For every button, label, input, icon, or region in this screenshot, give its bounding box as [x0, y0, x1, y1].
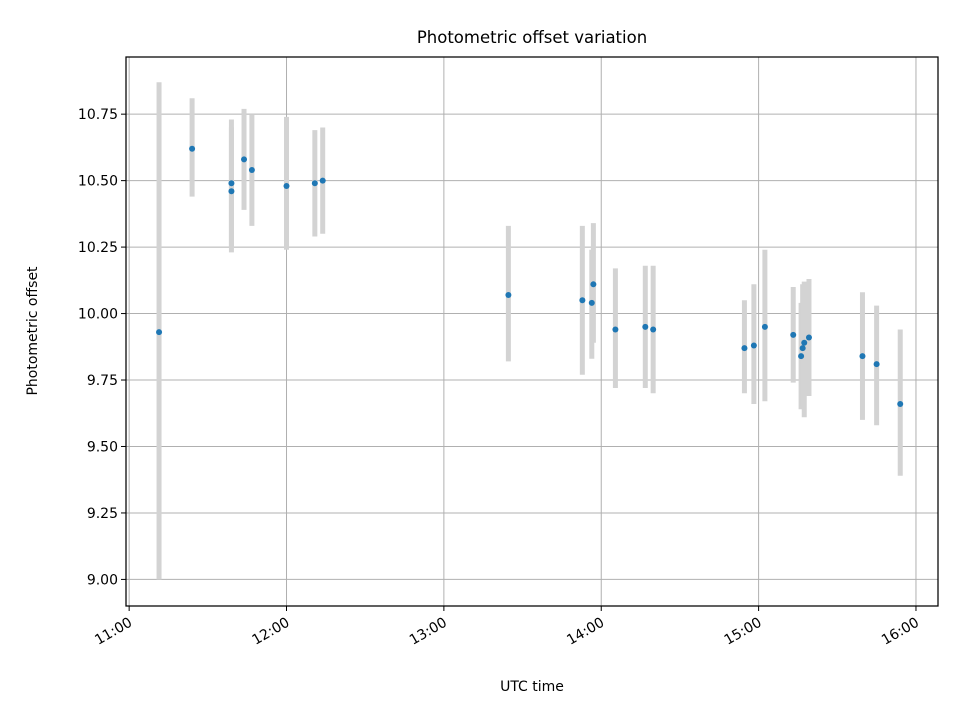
data-point [801, 339, 808, 346]
y-tick-label: 10.50 [78, 174, 118, 190]
data-point [283, 182, 290, 189]
data-point [799, 345, 806, 352]
data-point [228, 180, 235, 187]
data-point [761, 323, 768, 330]
y-tick-label: 10.25 [78, 240, 118, 256]
data-point [505, 291, 512, 298]
plot-frame [125, 56, 939, 607]
y-tick-label: 10.75 [78, 107, 118, 123]
data-point [650, 326, 657, 333]
data-point [805, 334, 812, 341]
data-point [228, 188, 235, 195]
y-tick-label: 9.25 [87, 506, 118, 522]
y-tick-label: 9.50 [87, 439, 118, 455]
y-axis-label: Photometric offset [25, 266, 41, 396]
data-point [859, 353, 866, 360]
data-point [156, 329, 163, 336]
data-point [189, 145, 196, 152]
x-axis-label: UTC time [500, 679, 564, 695]
data-point [241, 156, 248, 163]
data-point [873, 361, 880, 368]
data-point [311, 180, 318, 187]
data-point [897, 400, 904, 407]
data-point [798, 353, 805, 360]
data-point [741, 345, 748, 352]
data-point [248, 166, 255, 173]
data-point [319, 177, 326, 184]
data-point [590, 281, 597, 288]
data-point [642, 323, 649, 330]
data-point [579, 297, 586, 304]
chart-title: Photometric offset variation [417, 28, 647, 47]
plot-area [126, 57, 938, 606]
grid [126, 57, 938, 606]
data-point [790, 331, 797, 338]
data-point [612, 326, 619, 333]
y-tick-label: 9.75 [87, 373, 118, 389]
y-tick-label: 9.00 [87, 572, 118, 588]
y-axis: 9.00 9.25 9.50 9.75 10.00 10.25 10.50 10.75 [78, 107, 126, 588]
data-points [156, 145, 904, 407]
data-point [750, 342, 757, 349]
data-point [588, 299, 595, 306]
y-tick-label: 10.00 [78, 307, 118, 323]
